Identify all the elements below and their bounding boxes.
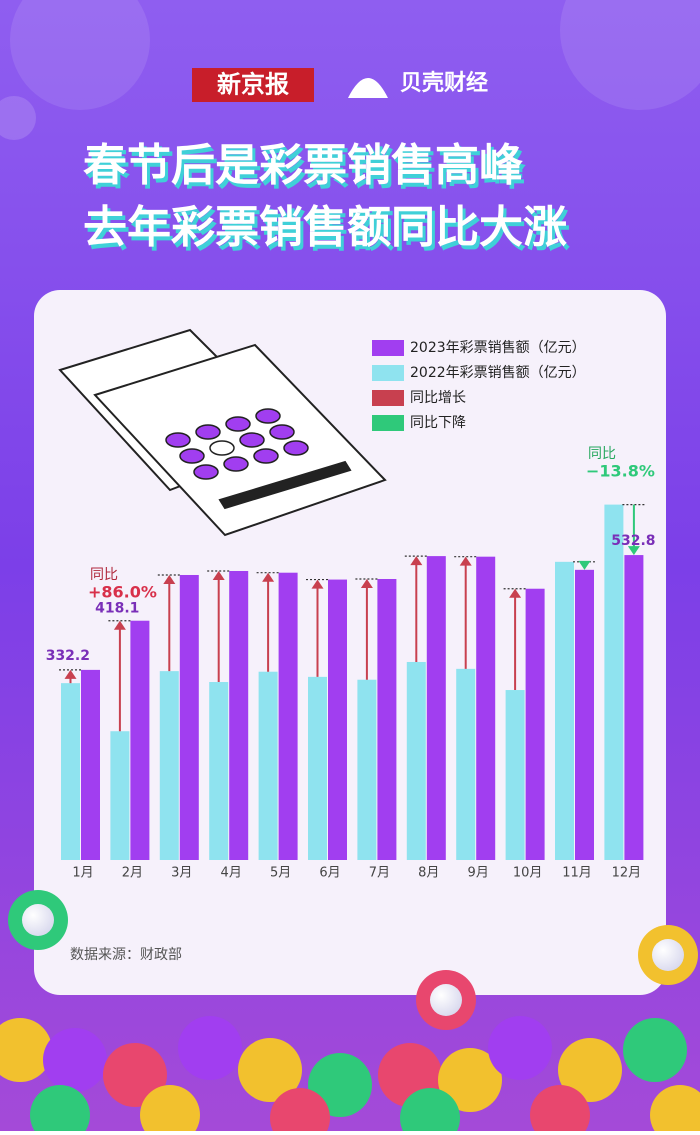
arrow-head bbox=[311, 579, 324, 589]
arrow-head bbox=[163, 574, 176, 584]
x-tick-label: 1月 bbox=[72, 866, 93, 881]
bar-2023 bbox=[179, 574, 199, 860]
title-shadow: 去年彩票销售额同比大涨 bbox=[86, 206, 570, 257]
x-tick-label: 3月 bbox=[171, 866, 192, 881]
bar-2023 bbox=[476, 556, 496, 860]
bubble bbox=[0, 96, 36, 140]
source: 数据来源：财政部 bbox=[70, 947, 182, 963]
arrow-head bbox=[509, 588, 522, 598]
title-shadow: 春节后是彩票销售高峰 bbox=[86, 144, 526, 195]
annotation-text: +86.0% bbox=[88, 583, 157, 602]
brand: 新京报 bbox=[217, 70, 289, 99]
balls bbox=[0, 890, 700, 1135]
bar-2023 bbox=[575, 569, 594, 860]
bar-2023 bbox=[229, 570, 249, 860]
arrow-head bbox=[360, 578, 373, 588]
legend-label: 2022年彩票销售额（亿元） bbox=[410, 365, 586, 381]
x-tick-label: 2月 bbox=[122, 866, 143, 881]
x-tick-label: 10月 bbox=[513, 866, 543, 881]
value-label: 532.8 bbox=[611, 533, 655, 549]
chart: 1月 332.2 2月 418.1 3月 4月 5月 6月 7月 8月 9月 10月 11月 12月 532… bbox=[46, 340, 656, 881]
x-tick-label: 6月 bbox=[319, 866, 340, 881]
bar-2022 bbox=[456, 668, 476, 860]
bar-2022 bbox=[555, 561, 574, 860]
bar-2022 bbox=[209, 682, 229, 860]
annotation-label: 同比 bbox=[90, 567, 118, 583]
bar-2023 bbox=[278, 572, 298, 860]
sub-brand: 贝壳财经 bbox=[400, 70, 488, 96]
arrow-head bbox=[627, 546, 640, 556]
logo-shell bbox=[348, 78, 388, 98]
title-line: 去年彩票销售额同比大涨 bbox=[83, 202, 567, 253]
x-tick-label: 5月 bbox=[270, 866, 291, 881]
arrow-head bbox=[64, 669, 77, 679]
ticket-dots bbox=[165, 408, 309, 480]
arrow-head bbox=[459, 556, 472, 566]
bar-2022 bbox=[604, 504, 624, 860]
arrow-head bbox=[262, 572, 275, 582]
title: 春节后是彩票销售高峰 春节后是彩票销售高峰 去年彩票销售额同比大涨 去年彩票销售… bbox=[83, 140, 570, 257]
legend-swatch bbox=[372, 415, 404, 431]
x-tick-label: 9月 bbox=[468, 866, 489, 881]
bar-2022 bbox=[110, 731, 130, 860]
arrow-head bbox=[578, 560, 591, 570]
x-tick-label: 11月 bbox=[562, 866, 592, 881]
bar-2022 bbox=[308, 676, 327, 860]
bubble bbox=[560, 0, 700, 110]
bar-2022 bbox=[61, 683, 80, 860]
legend-swatch bbox=[372, 340, 404, 356]
x-tick-label: 12月 bbox=[612, 866, 642, 881]
arrow-head bbox=[212, 570, 225, 580]
bar-2022 bbox=[357, 679, 377, 860]
bar-2023 bbox=[81, 669, 100, 860]
bar-2022 bbox=[406, 661, 426, 860]
barcode bbox=[218, 460, 352, 510]
bar-2022 bbox=[505, 690, 525, 860]
x-tick-label: 4月 bbox=[221, 866, 242, 881]
bar-2023 bbox=[624, 555, 644, 860]
bar-2023 bbox=[130, 620, 150, 860]
title-line: 春节后是彩票销售高峰 bbox=[83, 140, 523, 191]
annotation-label: 同比 bbox=[588, 446, 616, 462]
legend-swatch bbox=[372, 365, 404, 381]
legend-label: 同比下降 bbox=[410, 415, 466, 431]
x-tick-label: 7月 bbox=[369, 866, 390, 881]
bubble bbox=[10, 0, 150, 110]
brand-box bbox=[192, 68, 314, 102]
bar-2022 bbox=[159, 671, 179, 860]
annotation-text: −13.8% bbox=[586, 462, 655, 481]
legend-label: 2023年彩票销售额（亿元） bbox=[410, 340, 586, 356]
arrow-head bbox=[113, 620, 126, 630]
value-label: 332.2 bbox=[46, 648, 90, 664]
bar-2023 bbox=[525, 588, 545, 860]
bar-2023 bbox=[426, 556, 446, 860]
legend-label: 同比增长 bbox=[410, 390, 466, 406]
value-label: 418.1 bbox=[95, 601, 139, 617]
arrow-head bbox=[410, 556, 423, 566]
bar-2022 bbox=[258, 671, 278, 860]
ticket-illustration bbox=[58, 328, 387, 537]
bar-2023 bbox=[328, 579, 347, 860]
bar-2023 bbox=[377, 578, 397, 860]
legend-swatch bbox=[372, 390, 404, 406]
x-tick-label: 8月 bbox=[418, 866, 439, 881]
